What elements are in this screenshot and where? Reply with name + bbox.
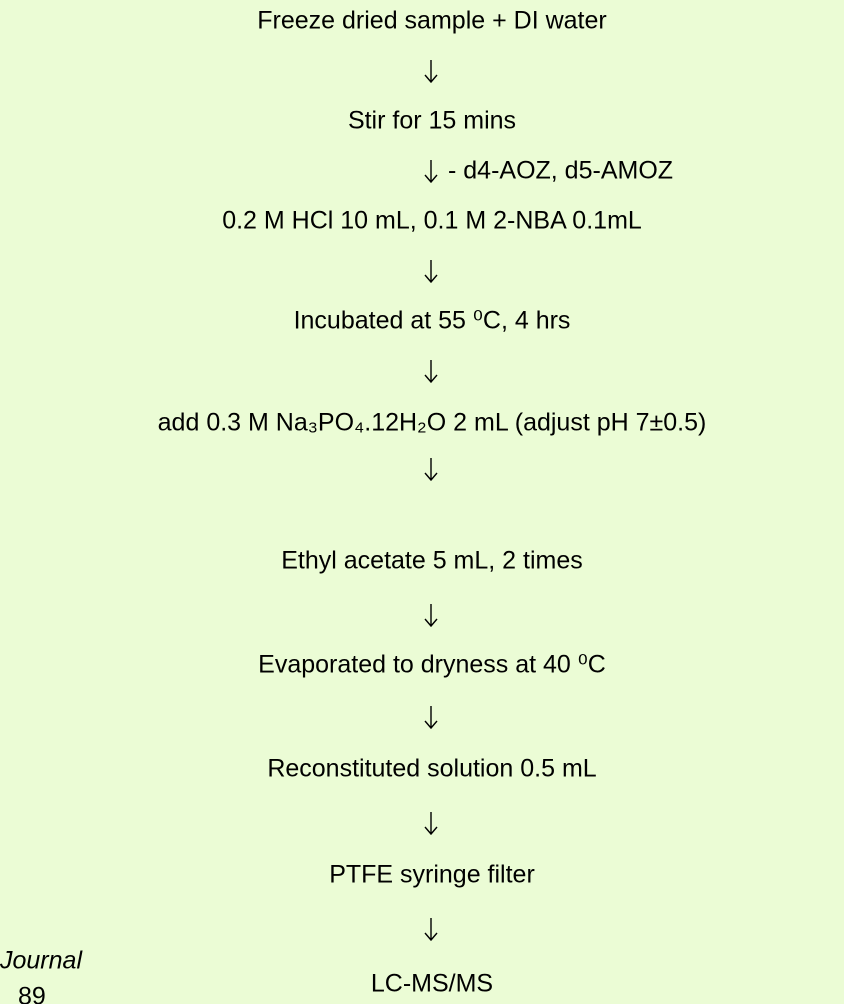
side-text: Journal xyxy=(0,947,83,975)
arrow xyxy=(424,160,438,184)
step-text: Stir for 15 mins xyxy=(348,107,516,135)
arrow xyxy=(424,458,438,482)
step-text: 0.2 M HCl 10 mL, 0.1 M 2-NBA 0.1mL xyxy=(222,207,642,235)
step-text: LC-MS/MS xyxy=(371,970,493,998)
step-text: PTFE syringe filter xyxy=(329,861,535,889)
arrow xyxy=(424,918,438,942)
arrow xyxy=(424,812,438,836)
arrow xyxy=(424,60,438,84)
step-text: Ethyl acetate 5 mL, 2 times xyxy=(281,547,583,575)
step-text: Evaporated to dryness at 40 ⁰C xyxy=(258,651,606,679)
arrow xyxy=(424,360,438,384)
step-text: Freeze dried sample + DI water xyxy=(257,7,606,35)
side-text: 89 xyxy=(18,983,46,1004)
arrow xyxy=(424,604,438,628)
step-text: Incubated at 55 ⁰C, 4 hrs xyxy=(294,307,571,335)
arrow xyxy=(424,706,438,730)
arrow xyxy=(424,260,438,284)
step-text: add 0.3 M Na₃PO₄.12H₂O 2 mL (adjust pH 7… xyxy=(158,409,707,437)
arrow-note: - d4-AOZ, d5-AMOZ xyxy=(448,157,673,185)
step-text: Reconstituted solution 0.5 mL xyxy=(267,755,596,783)
